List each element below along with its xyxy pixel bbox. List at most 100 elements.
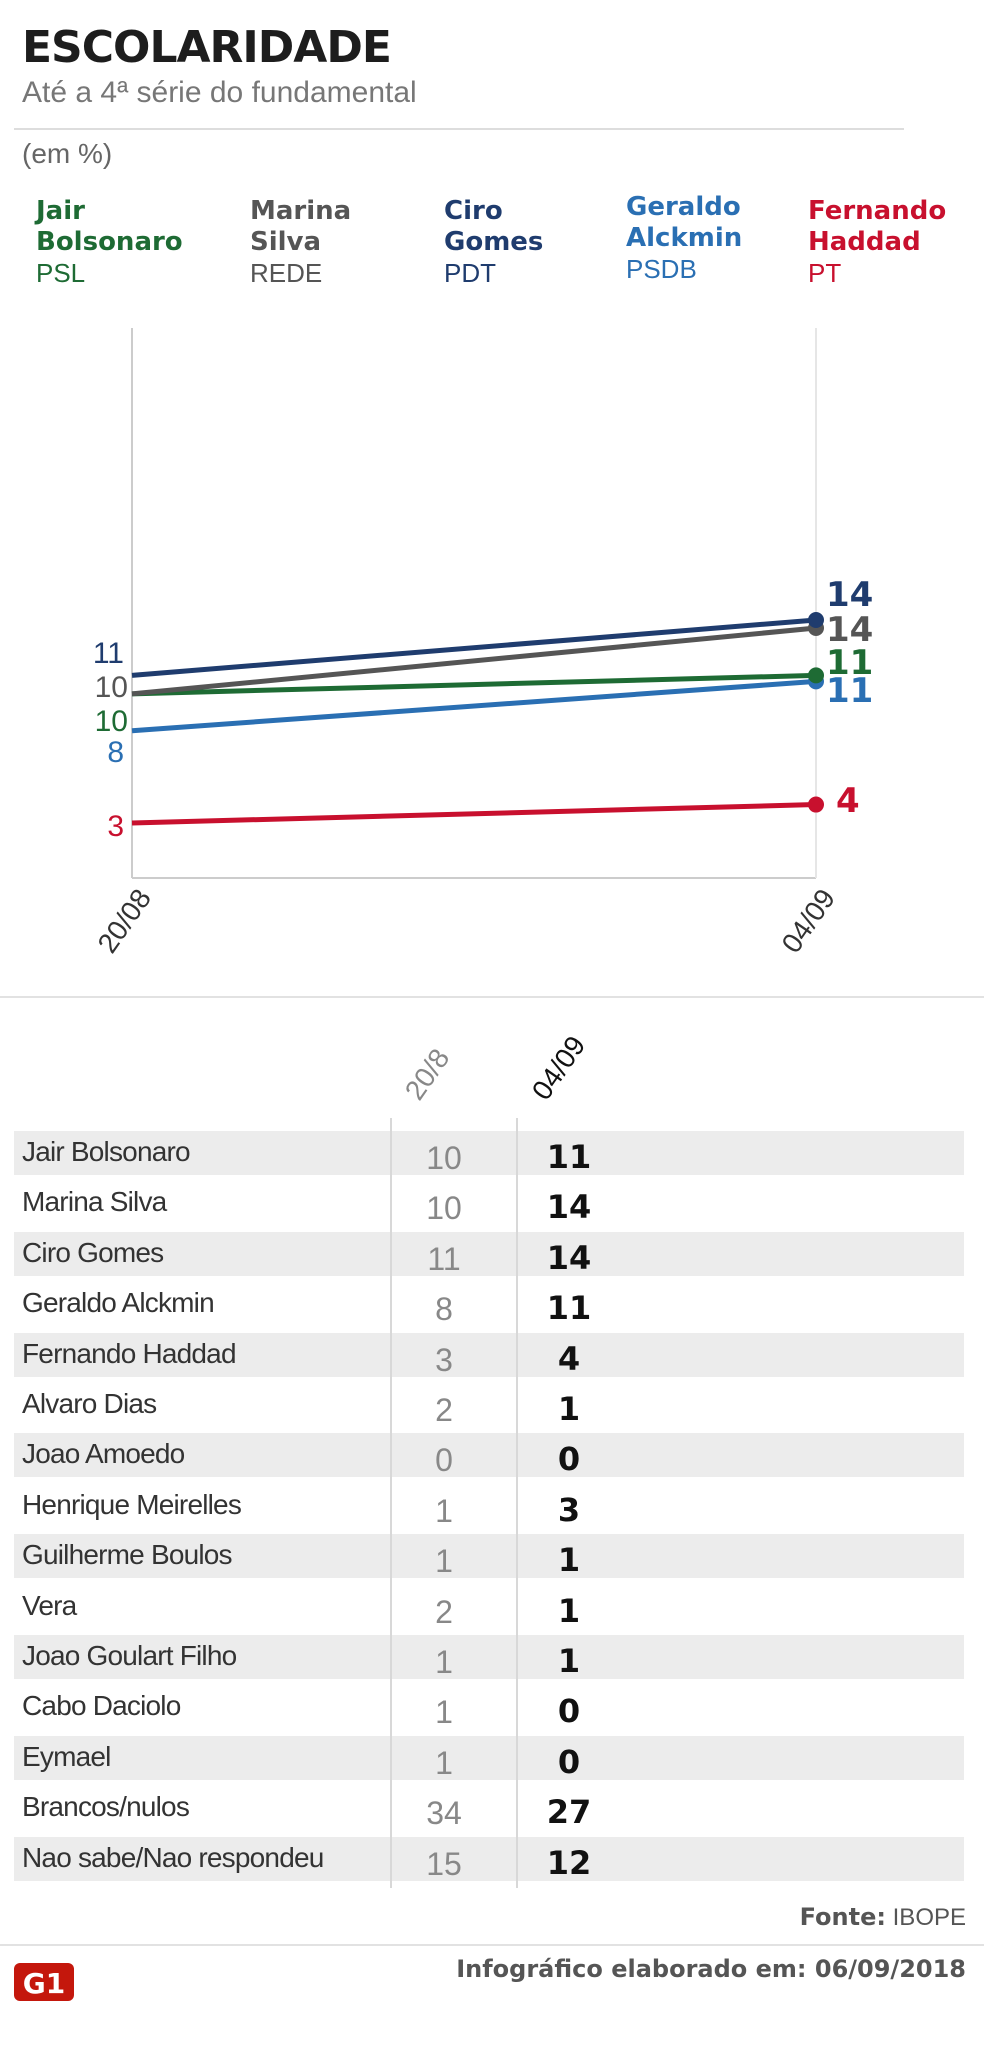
legend-party: REDE <box>250 258 323 288</box>
value-0409: 11 <box>546 1289 592 1328</box>
legend-party: PT <box>808 258 842 288</box>
start-value-label: 11 <box>93 637 124 670</box>
candidate-name: Joao Goulart Filho <box>22 1640 237 1671</box>
source-note: Fonte: IBOPE <box>800 1903 966 1932</box>
candidate-name: Brancos/nulos <box>22 1791 190 1823</box>
series-point <box>808 667 824 684</box>
legend-name: Fernando Haddad <box>808 196 947 257</box>
value-0409: 1 <box>557 1642 581 1680</box>
value-2008: 1 <box>435 1694 453 1731</box>
table-col-header: 04/09 <box>525 1030 592 1106</box>
column-divider <box>516 1118 518 1888</box>
table-row: Joao Goulart Filho 1 1 <box>14 1632 964 1682</box>
start-value-label: 10 <box>95 705 128 738</box>
table-row: Cabo Daciolo 1 0 <box>14 1682 964 1732</box>
value-2008: 11 <box>427 1240 461 1277</box>
table-row: Marina Silva 10 14 <box>14 1178 964 1228</box>
candidate-name: Joao Amoedo <box>22 1438 185 1470</box>
value-2008: 34 <box>426 1795 462 1832</box>
g1-logo: G1 <box>14 1963 74 2001</box>
candidate-name: Vera <box>22 1589 77 1621</box>
value-0409: 1 <box>557 1591 581 1630</box>
row-background <box>14 1231 964 1276</box>
start-value-label: 10 <box>95 671 128 704</box>
series-line <box>131 625 817 697</box>
source-label: Fonte: <box>799 1903 886 1931</box>
divider <box>0 996 984 998</box>
candidate-name: Geraldo Alckmin <box>22 1287 215 1319</box>
value-2008: 1 <box>435 1744 453 1781</box>
value-0409: 11 <box>546 1138 592 1176</box>
series-line <box>131 617 817 678</box>
candidate-name: Eymael <box>22 1740 111 1772</box>
table-row: Ciro Gomes 11 14 <box>14 1229 964 1279</box>
candidate-name: Alvaro Dias <box>22 1388 157 1419</box>
legend-item-marina: Marina Silva REDE <box>250 196 351 289</box>
page-subtitle: Até a 4ª série do fundamental <box>22 76 417 109</box>
series-point <box>808 796 824 813</box>
value-0409: 27 <box>546 1793 592 1832</box>
x-tick-label: 20/08 <box>92 883 158 958</box>
legend-item-ciro: Ciro Gomes PDT <box>444 196 543 289</box>
start-value-label: 3 <box>107 810 124 843</box>
legend-name: Jair Bolsonaro <box>36 196 183 257</box>
table-col-header: 20/8 <box>398 1043 456 1106</box>
row-background <box>14 1534 964 1579</box>
row-background <box>14 1735 964 1780</box>
page-title: ESCOLARIDADE <box>22 22 392 73</box>
table-row: Brancos/nulos 34 27 <box>14 1783 964 1833</box>
value-2008: 2 <box>435 1593 453 1630</box>
source-name: IBOPE <box>892 1904 966 1931</box>
table-row: Joao Amoedo 0 0 <box>14 1430 964 1480</box>
value-2008: 1 <box>435 1644 453 1680</box>
start-value-label: 8 <box>107 736 124 769</box>
value-2008: 10 <box>426 1190 462 1227</box>
series-line <box>131 802 817 826</box>
legend-name: Geraldo Alckmin <box>626 192 743 253</box>
value-0409: 1 <box>557 1390 581 1428</box>
row-background <box>14 1131 964 1175</box>
value-0409: 0 <box>557 1440 581 1479</box>
legend-item-alckmin: Geraldo Alckmin PSDB <box>626 192 742 285</box>
row-background <box>14 1635 964 1679</box>
value-2008: 10 <box>426 1140 462 1176</box>
logo-text: G1 <box>23 1967 65 2000</box>
candidate-name: Jair Bolsonaro <box>22 1136 191 1167</box>
table-row: Eymael 1 0 <box>14 1733 964 1783</box>
table-row: Alvaro Dias 2 1 <box>14 1380 964 1430</box>
value-0409: 0 <box>557 1742 581 1781</box>
value-0409: 3 <box>557 1490 581 1529</box>
value-2008: 15 <box>426 1845 462 1882</box>
value-2008: 3 <box>435 1341 453 1378</box>
divider <box>0 1944 984 1946</box>
table-row: Jair Bolsonaro 10 11 <box>14 1128 964 1178</box>
value-0409: 14 <box>546 1238 592 1277</box>
legend-item-haddad: Fernando Haddad PT <box>808 196 946 289</box>
candidate-name: Ciro Gomes <box>22 1236 164 1268</box>
series-line <box>131 678 817 734</box>
value-0409: 4 <box>557 1339 581 1378</box>
table-row: Vera 2 1 <box>14 1582 964 1632</box>
series-line <box>131 672 817 697</box>
candidate-name: Marina Silva <box>22 1186 167 1218</box>
candidate-name: Nao sabe/Nao respondeu <box>22 1841 324 1873</box>
value-2008: 1 <box>435 1492 453 1529</box>
row-background <box>14 1332 964 1377</box>
table-row: Fernando Haddad 3 4 <box>14 1330 964 1380</box>
divider <box>14 128 904 130</box>
value-0409: 12 <box>546 1843 592 1882</box>
x-tick-label: 04/09 <box>776 883 842 958</box>
candidate-name: Guilherme Boulos <box>22 1539 233 1571</box>
value-0409: 0 <box>557 1692 581 1731</box>
row-background <box>14 1433 964 1478</box>
end-value-label: 14 <box>826 575 873 615</box>
end-value-label: 11 <box>826 671 873 711</box>
table-row: Henrique Meirelles 1 3 <box>14 1481 964 1531</box>
value-2008: 2 <box>435 1392 453 1428</box>
series-point <box>808 612 824 628</box>
value-0409: 14 <box>546 1188 592 1227</box>
candidate-name: Fernando Haddad <box>22 1337 237 1369</box>
unit-label: (em %) <box>22 138 113 169</box>
value-2008: 0 <box>435 1442 453 1479</box>
